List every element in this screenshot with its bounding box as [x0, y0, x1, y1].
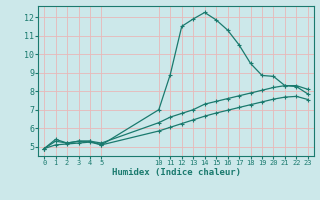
X-axis label: Humidex (Indice chaleur): Humidex (Indice chaleur) — [111, 168, 241, 177]
